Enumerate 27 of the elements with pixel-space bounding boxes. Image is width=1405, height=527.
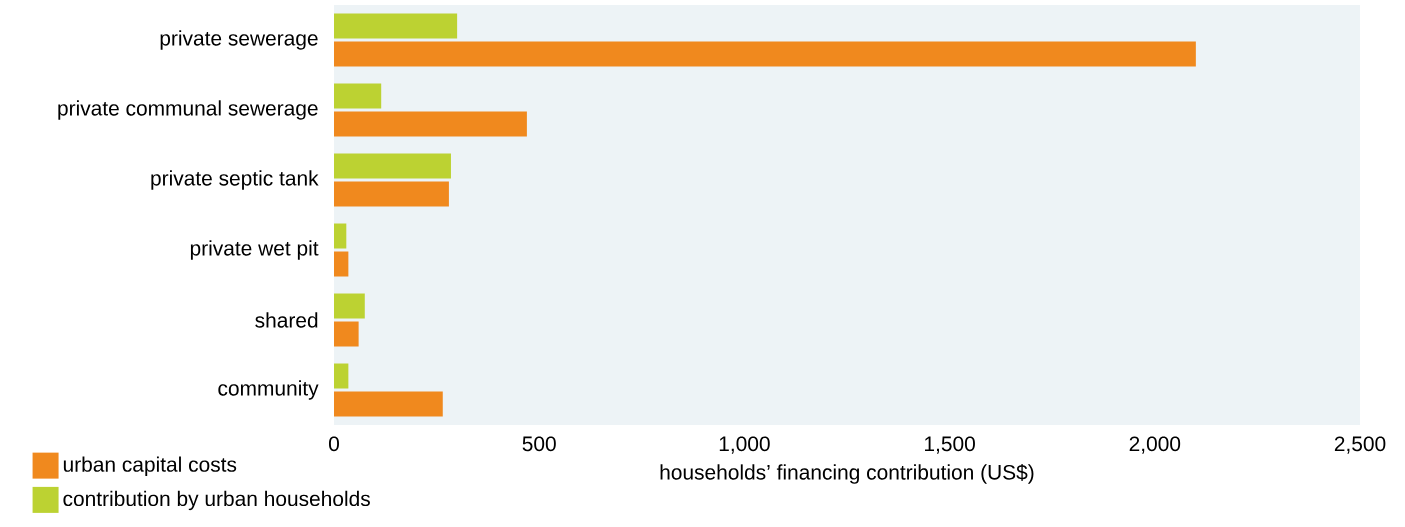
y-tick-label: private septic tank — [151, 170, 319, 190]
bar — [334, 251, 349, 277]
bar — [334, 13, 458, 39]
bar — [334, 391, 443, 417]
y-tick-label: private communal sewerage — [58, 100, 318, 120]
legend-label: urban capital costs — [63, 456, 237, 476]
y-tick-label: private sewerage — [160, 30, 318, 50]
bar — [334, 363, 349, 389]
x-tick-label: 2,500 — [1334, 436, 1386, 454]
y-tick-label: shared — [255, 312, 318, 328]
x-tick-label: 2,000 — [1129, 436, 1181, 454]
y-tick-label: community — [218, 380, 319, 400]
bar — [334, 83, 382, 109]
x-tick-label: 0 — [328, 436, 339, 452]
bar — [334, 41, 1196, 67]
x-tick-label: 1,500 — [925, 436, 975, 454]
x-axis-title: households’ financing contribution (US$) — [660, 464, 1034, 484]
bar — [334, 153, 451, 179]
bar — [334, 223, 347, 249]
bar — [334, 181, 449, 207]
bar — [334, 293, 365, 319]
legend-label: contribution by urban households — [63, 490, 370, 511]
x-tick-label: 1,000 — [719, 436, 770, 454]
bar — [334, 111, 527, 137]
x-tick-label: 500 — [522, 436, 556, 452]
bar — [334, 321, 359, 347]
y-tick-label: private wet pit — [190, 240, 319, 260]
